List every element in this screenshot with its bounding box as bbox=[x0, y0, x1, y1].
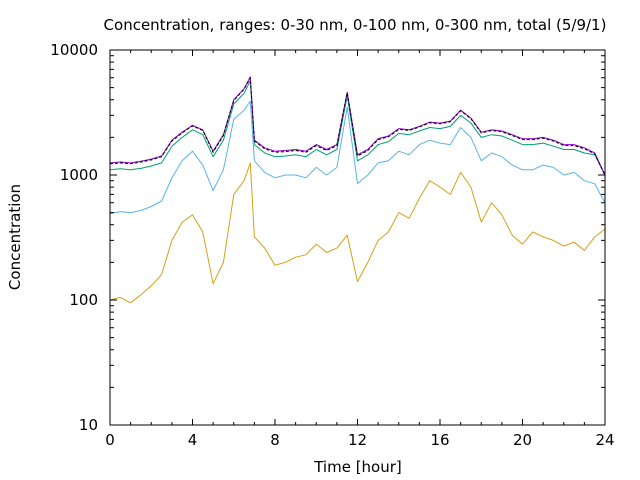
x-tick-label: 4 bbox=[188, 431, 198, 449]
y-tick-label: 1000 bbox=[60, 166, 98, 184]
x-tick-label: 12 bbox=[348, 431, 367, 449]
series-line-2 bbox=[109, 80, 606, 176]
chart-title: Concentration, ranges: 0-30 nm, 0-100 nm… bbox=[104, 16, 607, 34]
series-line-0 bbox=[109, 162, 606, 304]
y-axis-label: Concentration bbox=[6, 184, 24, 290]
series-line-4 bbox=[109, 77, 606, 176]
series-layer bbox=[109, 76, 606, 304]
series-line-1 bbox=[109, 100, 606, 215]
x-tick-label: 0 bbox=[105, 431, 115, 449]
y-tick-label: 10 bbox=[79, 416, 98, 434]
y-tick-label: 10000 bbox=[50, 41, 98, 59]
y-tick-label: 100 bbox=[69, 291, 98, 309]
plot-frame bbox=[109, 49, 606, 426]
x-tick-label: 24 bbox=[595, 431, 614, 449]
x-tick-label: 8 bbox=[270, 431, 280, 449]
x-tick-label: 16 bbox=[430, 431, 449, 449]
tick-layer: 0 4 8 12 16 20 24 10 100 1000 10000 bbox=[50, 41, 614, 449]
x-tick-label: 20 bbox=[513, 431, 532, 449]
x-axis-label: Time [hour] bbox=[313, 458, 402, 476]
